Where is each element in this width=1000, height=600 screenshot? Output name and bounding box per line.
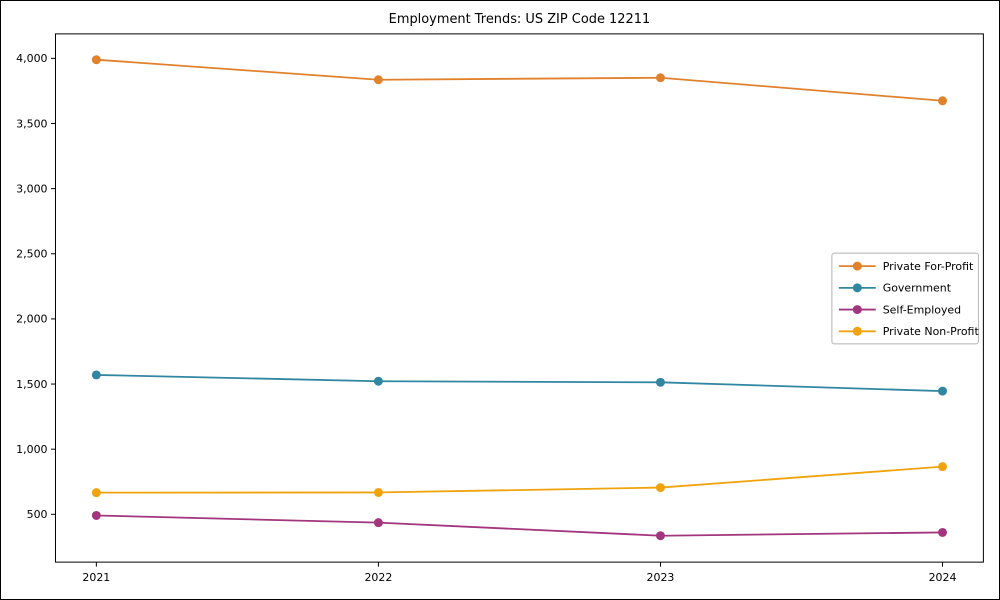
y-tick-label: 500 bbox=[27, 508, 48, 521]
marker-self-employed-2022 bbox=[373, 518, 383, 528]
legend-label: Self-Employed bbox=[883, 303, 961, 316]
series-line-private-non-profit bbox=[96, 465, 943, 494]
series-line-private-for-profit bbox=[96, 58, 943, 102]
y-tick-label: 3,000 bbox=[16, 182, 47, 195]
marker-government-2023 bbox=[655, 377, 665, 387]
legend-item-government: Government bbox=[838, 282, 952, 295]
legend-item-private-non-profit: Private Non-Profit bbox=[838, 325, 980, 338]
y-tick-label: 1,000 bbox=[16, 443, 47, 456]
marker-self-employed-2023 bbox=[655, 531, 665, 541]
legend: Private For-Profit Government Self-Employe… bbox=[831, 252, 980, 345]
y-tick-label: 3,500 bbox=[16, 117, 47, 130]
chart-title: Employment Trends: US ZIP Code 12211 bbox=[389, 12, 651, 27]
marker-private-non-profit-2024 bbox=[938, 462, 948, 472]
marker-government-2024 bbox=[938, 386, 948, 396]
plot-area: 500 1,000 1,500 2,000 2,500 3,000 3,500 4,000 20… bbox=[16, 33, 984, 584]
y-tick-label: 2,500 bbox=[16, 248, 47, 261]
legend-box bbox=[831, 252, 979, 345]
marker-government-2022 bbox=[373, 376, 383, 386]
marker-self-employed-2024 bbox=[938, 527, 948, 537]
y-tick-label: 1,500 bbox=[16, 378, 47, 391]
legend-marker bbox=[852, 326, 862, 336]
y-tick-label: 4,000 bbox=[16, 52, 47, 65]
series-line-self-employed bbox=[96, 514, 943, 537]
legend-item-private-for-profit: Private For-Profit bbox=[838, 260, 974, 273]
marker-private-for-profit-2022 bbox=[373, 75, 383, 85]
legend-marker bbox=[852, 261, 862, 271]
legend-label: Private For-Profit bbox=[883, 260, 974, 273]
x-tick-label: 2023 bbox=[647, 571, 675, 584]
legend-marker bbox=[852, 305, 862, 315]
series-line-government bbox=[96, 374, 943, 392]
marker-private-for-profit-2021 bbox=[91, 55, 101, 65]
y-tick-label: 2,000 bbox=[16, 313, 47, 326]
legend-marker bbox=[852, 283, 862, 293]
marker-private-non-profit-2021 bbox=[91, 488, 101, 498]
marker-private-non-profit-2022 bbox=[373, 487, 383, 497]
x-tick-label: 2021 bbox=[82, 571, 110, 584]
legend-label: Government bbox=[883, 282, 952, 295]
marker-private-for-profit-2024 bbox=[938, 96, 948, 106]
marker-private-for-profit-2023 bbox=[655, 73, 665, 83]
marker-private-non-profit-2023 bbox=[655, 483, 665, 493]
axes-frame bbox=[54, 33, 984, 563]
x-tick-label: 2022 bbox=[364, 571, 392, 584]
x-tick-label: 2024 bbox=[929, 571, 957, 584]
marker-self-employed-2021 bbox=[91, 510, 101, 520]
marker-government-2021 bbox=[91, 370, 101, 380]
legend-label: Private Non-Profit bbox=[883, 325, 980, 338]
legend-item-self-employed: Self-Employed bbox=[838, 303, 961, 316]
